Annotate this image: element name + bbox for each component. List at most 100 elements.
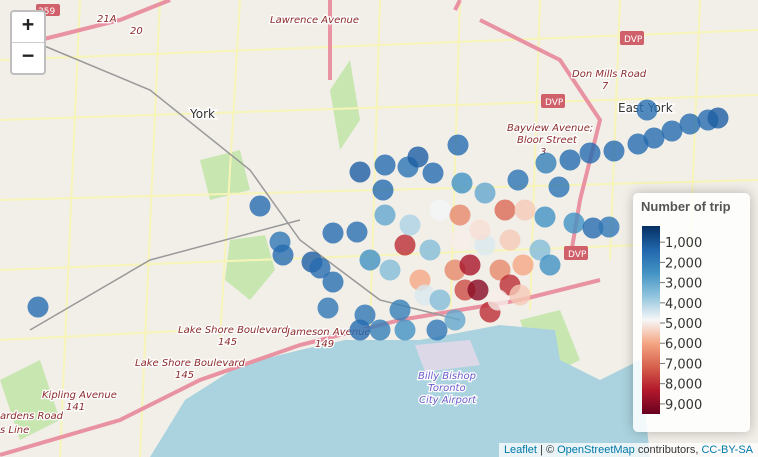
legend-tick-label: 9,000 xyxy=(665,398,702,413)
trip-circle xyxy=(322,222,344,244)
trip-circle xyxy=(643,127,665,149)
road-label: 145 xyxy=(218,337,237,348)
trip-circle xyxy=(394,234,416,256)
shield-label: DVP xyxy=(545,98,564,108)
parks xyxy=(0,60,580,440)
trip-circle xyxy=(249,195,271,217)
zoom-out[interactable]: − xyxy=(12,42,44,73)
trip-circle xyxy=(499,229,521,251)
road-label: 21A xyxy=(97,14,117,25)
trip-circle xyxy=(407,146,429,168)
trip-circle xyxy=(429,289,451,311)
legend-tick-label: 3,000 xyxy=(665,277,702,292)
trip-circle xyxy=(379,259,401,281)
road-label: Lake Shore Boulevard xyxy=(178,325,288,336)
color-bar xyxy=(642,226,660,414)
road-label: 7 xyxy=(602,81,609,92)
license-link[interactable]: CC-BY-SA xyxy=(701,444,753,456)
attribution-text: | © xyxy=(540,444,555,456)
trip-circle xyxy=(272,244,294,266)
trip-circle xyxy=(661,120,683,142)
legend-scale: 1,000 2,000 3,000 4,000 5,000 6,000 7,000 8,000… xyxy=(642,226,702,414)
road-label: 3 xyxy=(540,147,546,158)
airport-label: Toronto xyxy=(428,383,466,394)
road-label: Lake Shore Boulevard xyxy=(135,358,245,369)
trip-circle xyxy=(487,289,509,311)
legend-tick-label: 1,000 xyxy=(665,236,702,251)
trip-circle xyxy=(422,162,444,184)
trip-circle xyxy=(529,239,551,261)
zoom-in[interactable]: + xyxy=(21,12,35,36)
attribution: Leaflet | © OpenStreetMap contributors, … xyxy=(498,443,758,457)
road-label: Lawrence Avenue xyxy=(270,15,359,26)
trip-circle xyxy=(444,309,466,331)
legend-title: Number of trip xyxy=(641,199,731,214)
legend: Number of trip 1,000 2,000 3,000 4,000 5,000… xyxy=(633,193,750,432)
trip-circle xyxy=(309,257,331,279)
trip-circle xyxy=(426,319,448,341)
trip-circle xyxy=(449,229,471,251)
leaflet-link[interactable]: Leaflet xyxy=(503,444,537,456)
trip-circle xyxy=(548,176,570,198)
trip-circles xyxy=(27,99,729,341)
trip-circle xyxy=(322,271,344,293)
airport xyxy=(415,340,480,372)
trip-circle xyxy=(349,161,371,183)
trip-circle xyxy=(474,182,496,204)
road-label: 145 xyxy=(175,370,194,381)
trip-circle xyxy=(447,134,469,156)
airport-label: Billy Bishop xyxy=(418,371,476,382)
trip-circle xyxy=(598,216,620,238)
trip-circle xyxy=(494,199,516,221)
attribution-text: contributors, xyxy=(637,444,699,456)
road-label: s Line xyxy=(0,425,29,436)
place-label: York xyxy=(189,107,215,121)
trip-circle xyxy=(429,199,451,221)
trip-circle xyxy=(389,299,411,321)
trip-circle xyxy=(603,140,625,162)
trip-circle xyxy=(449,204,471,226)
trip-circle xyxy=(419,239,441,261)
trip-circle xyxy=(636,99,658,121)
trip-circle xyxy=(399,214,421,236)
trip-circle xyxy=(467,279,489,301)
trip-circle xyxy=(512,254,534,276)
trip-circle xyxy=(459,254,481,276)
trip-circle xyxy=(359,249,381,271)
trip-circle xyxy=(317,297,339,319)
trip-circle xyxy=(535,152,557,174)
legend-tick-label: 5,000 xyxy=(665,317,702,332)
road-label: Bayview Avenue; xyxy=(507,123,593,134)
trip-circle xyxy=(369,319,391,341)
road-label: Kipling Avenue xyxy=(42,390,117,401)
osm-link[interactable]: OpenStreetMap xyxy=(557,444,635,456)
trip-circle xyxy=(563,212,585,234)
trip-circle xyxy=(509,284,531,306)
lake xyxy=(150,325,650,457)
trip-circle xyxy=(349,319,371,341)
trip-circle xyxy=(582,217,604,239)
trip-circle xyxy=(374,154,396,176)
trip-circle xyxy=(707,107,729,129)
trip-circle xyxy=(372,179,394,201)
trip-circle xyxy=(507,169,529,191)
shield-label: 359 xyxy=(38,7,55,17)
legend-tick-label: 2,000 xyxy=(665,256,702,271)
trip-circle xyxy=(539,254,561,276)
zoom-control: + − xyxy=(10,10,46,75)
road-label: 149 xyxy=(315,339,334,350)
road-label: ardens Road xyxy=(0,411,64,422)
legend-tick-label: 4,000 xyxy=(665,297,702,312)
trip-circle xyxy=(374,204,396,226)
legend-tick-label: 7,000 xyxy=(665,357,702,372)
airport-label: City Airport xyxy=(419,395,477,406)
road-label: 141 xyxy=(66,402,85,413)
trip-circle xyxy=(489,259,511,281)
trip-circle xyxy=(451,172,473,194)
trip-circle xyxy=(679,113,701,135)
trip-circle xyxy=(627,133,649,155)
trip-circle xyxy=(579,142,601,164)
shield-label: DVP xyxy=(568,250,587,260)
